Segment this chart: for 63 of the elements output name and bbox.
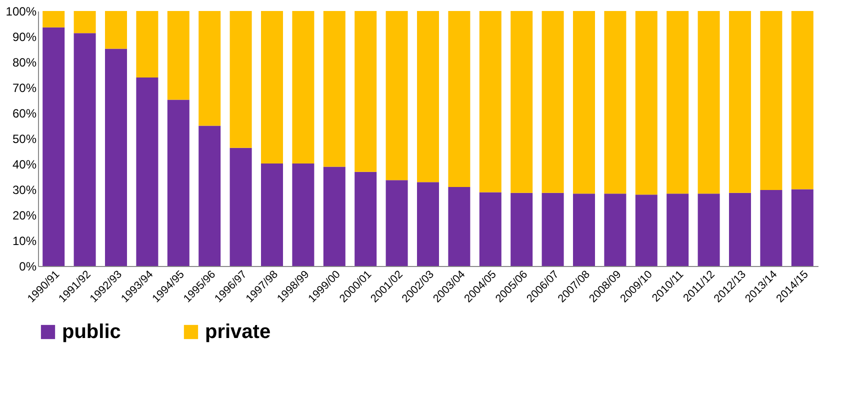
bar — [698, 11, 720, 194]
y-tick-label: 90% — [12, 30, 37, 44]
bar — [105, 11, 127, 49]
bar — [448, 11, 470, 187]
bar — [323, 166, 346, 266]
bar — [510, 192, 533, 266]
bar — [386, 180, 408, 266]
bar — [666, 194, 689, 266]
y-tick-label: 20% — [12, 208, 37, 222]
bar — [448, 186, 470, 266]
bar — [354, 11, 377, 172]
bar — [479, 11, 502, 192]
bar — [136, 78, 158, 266]
bar — [354, 172, 377, 266]
bar — [573, 194, 595, 266]
bar — [666, 11, 689, 194]
bar — [760, 190, 782, 266]
bar — [323, 11, 346, 167]
y-tick-label: 50% — [12, 132, 37, 146]
bar — [198, 126, 221, 266]
bar — [791, 11, 814, 190]
y-tick-label: 10% — [12, 234, 37, 248]
bar — [417, 11, 439, 182]
bar — [74, 11, 96, 34]
bar — [542, 11, 564, 193]
bar — [292, 11, 314, 164]
bar — [167, 100, 190, 266]
bar — [760, 11, 782, 190]
bar — [74, 33, 96, 266]
bar — [604, 194, 626, 266]
y-tick-label: 70% — [12, 81, 37, 95]
bar — [136, 11, 158, 78]
bar — [261, 11, 283, 164]
y-tick-label: 40% — [12, 158, 37, 172]
bar — [105, 48, 127, 266]
bar — [635, 194, 658, 266]
legend-label: private — [205, 321, 271, 343]
bar — [573, 11, 595, 194]
bar — [510, 11, 533, 193]
y-tick-label: 80% — [12, 56, 37, 70]
bar — [417, 182, 439, 266]
y-tick-label: 60% — [12, 106, 37, 120]
bar — [261, 163, 283, 266]
bar — [386, 11, 408, 180]
bar — [791, 189, 814, 266]
bar — [604, 11, 626, 194]
bar — [230, 11, 252, 148]
bar — [230, 148, 252, 266]
bar — [729, 11, 751, 193]
bar — [167, 11, 190, 100]
bar — [635, 11, 658, 195]
legend-label: public — [62, 321, 121, 343]
bar — [729, 192, 751, 266]
y-tick-label: 100% — [6, 4, 37, 18]
bar — [292, 163, 314, 266]
bar — [42, 27, 65, 266]
bar — [479, 192, 502, 266]
y-tick-label: 0% — [19, 260, 37, 274]
bar — [542, 192, 564, 266]
bar — [698, 194, 720, 266]
bar — [198, 11, 221, 126]
y-tick-label: 30% — [12, 183, 37, 197]
bar — [42, 11, 65, 28]
